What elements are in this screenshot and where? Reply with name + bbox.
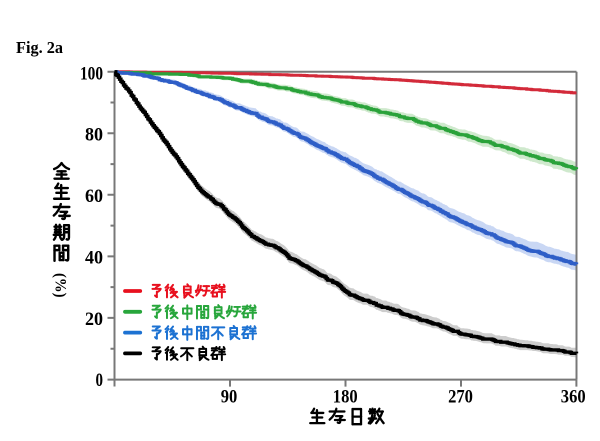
svg-text:270: 270: [448, 387, 473, 408]
svg-text:360: 360: [561, 387, 586, 408]
svg-text:0: 0: [96, 370, 104, 391]
svg-text:80: 80: [85, 125, 103, 146]
svg-text:60: 60: [85, 186, 103, 207]
svg-text:100: 100: [80, 63, 103, 84]
svg-text:Fig. 2a: Fig. 2a: [16, 38, 63, 57]
svg-text:180: 180: [333, 387, 358, 408]
svg-text:40: 40: [85, 248, 103, 269]
svg-text:(%): (%): [52, 273, 69, 298]
svg-text:90: 90: [221, 387, 238, 408]
svg-text:20: 20: [85, 309, 103, 330]
